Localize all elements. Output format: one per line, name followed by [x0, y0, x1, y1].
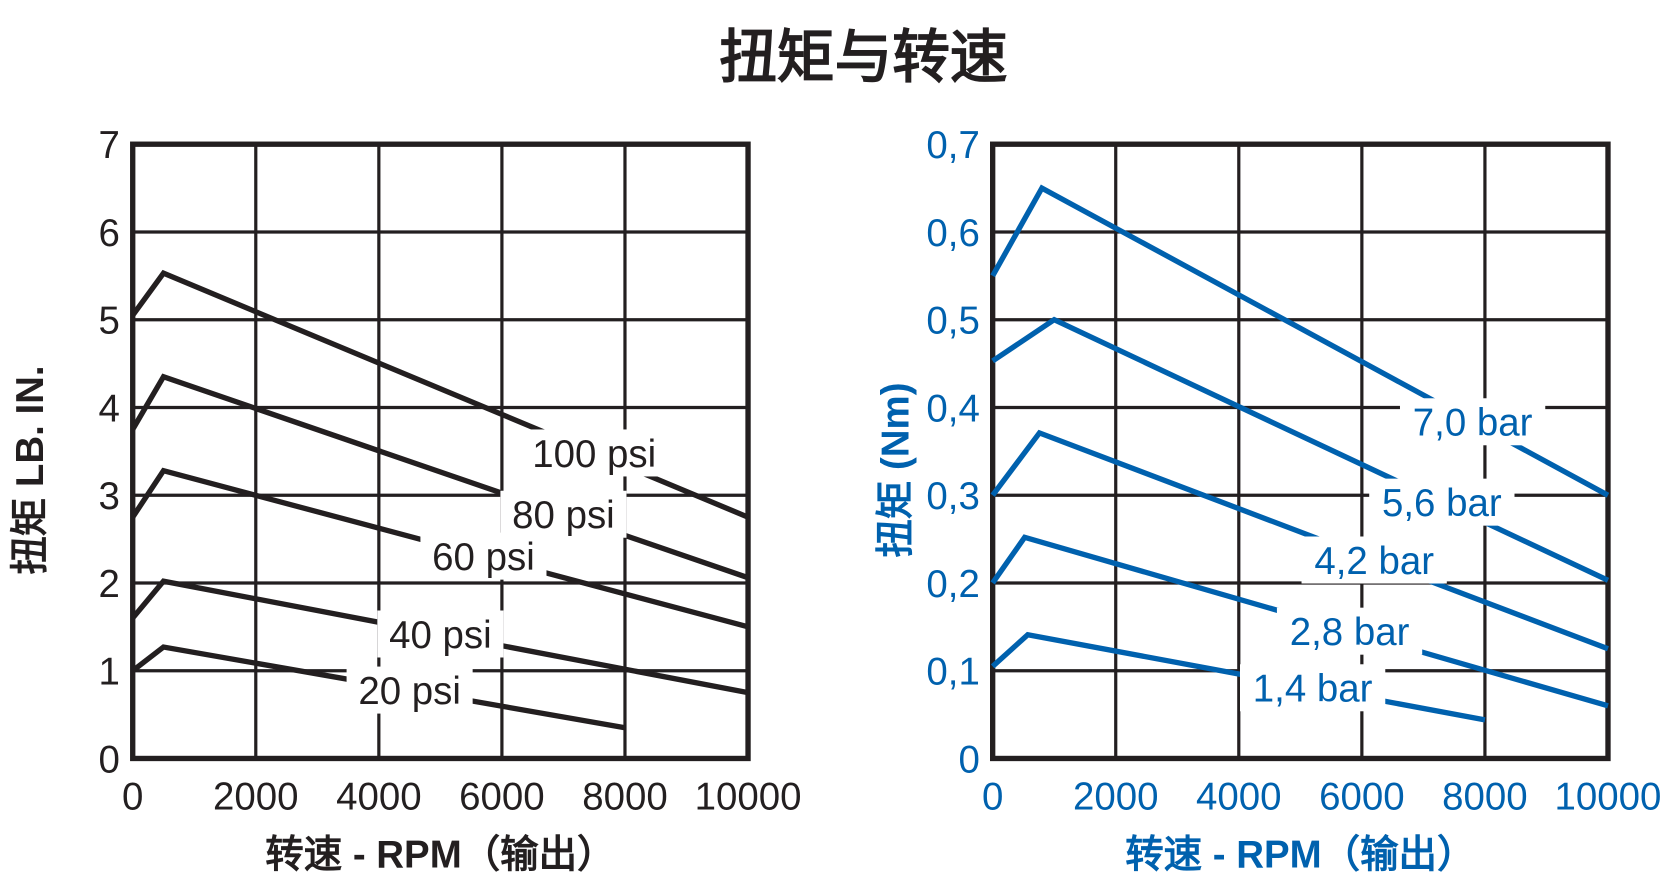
y-tick-label: 0,4 [926, 387, 979, 430]
y-tick-label: 0,2 [926, 563, 979, 606]
x-axis-label: 转速 - RPM（输出） [1125, 833, 1475, 876]
series-label-background [1301, 536, 1447, 584]
x-tick-label: 10000 [1555, 776, 1662, 819]
y-axis-label: 扭矩 (Nm) [874, 382, 917, 557]
series-line-40-psi [130, 578, 749, 696]
x-tick-label: 6000 [459, 776, 545, 819]
series-label-background [1276, 607, 1423, 655]
y-tick-label: 0,1 [926, 651, 979, 694]
y-axis-label: 扭矩 LB. IN. [9, 365, 52, 574]
y-tick-label: 0,7 [926, 124, 979, 167]
x-tick-label: 4000 [1196, 776, 1282, 819]
y-tick-label: 0,3 [926, 475, 979, 518]
series-label: 40 psi [389, 614, 492, 657]
plot-frame [990, 141, 1611, 762]
x-tick-label: 0 [122, 776, 143, 819]
y-tick-label: 0,6 [926, 212, 979, 255]
series-label: 4,2 bar [1314, 540, 1434, 583]
x-tick-label: 6000 [1319, 776, 1405, 819]
series-label: 1,4 bar [1253, 668, 1373, 711]
series-line-7-0-bar [990, 184, 1610, 498]
y-tick-label: 0 [99, 738, 120, 781]
series-label: 80 psi [512, 494, 615, 537]
y-tick-label: 1 [99, 651, 120, 694]
y-tick-label: 2 [99, 563, 120, 606]
y-tick-label: 4 [99, 387, 120, 430]
series-label-background [377, 610, 504, 658]
y-tick-label: 0 [958, 738, 979, 781]
series-label-background [1239, 664, 1386, 712]
series-label-background [420, 532, 547, 580]
left-chart-imperial: 0 2000 4000 6000 8000 10000 0 1 2 3 4 5 6 7 转速 - RPM（输… [9, 124, 801, 876]
series-label: 2,8 bar [1290, 611, 1410, 654]
x-axis-label: 转速 - RPM（输出） [265, 833, 615, 876]
series-label: 5,6 bar [1382, 482, 1502, 525]
x-tick-label: 8000 [1442, 776, 1528, 819]
x-tick-label: 4000 [336, 776, 422, 819]
series-label: 20 psi [358, 670, 461, 713]
y-tick-label: 5 [99, 300, 120, 343]
y-tick-label: 6 [99, 212, 120, 255]
right-chart-metric: 0 2000 4000 6000 8000 10000 0 0,1 0,2 0,3 0,4 0,5 0,… [874, 124, 1661, 876]
series-label: 100 psi [532, 433, 656, 476]
series-label: 60 psi [432, 536, 535, 579]
x-tick-label: 0 [982, 776, 1003, 819]
x-tick-label: 8000 [582, 776, 668, 819]
x-tick-label: 2000 [213, 776, 299, 819]
series-label-background [1369, 478, 1515, 526]
x-tick-label: 10000 [695, 776, 802, 819]
series-label-background [500, 490, 627, 538]
series-line-60-psi [130, 467, 749, 630]
series-label-background [521, 429, 667, 477]
plot-frame [130, 141, 751, 762]
y-tick-label: 3 [99, 475, 120, 518]
chart-title: 扭矩与转速 [719, 26, 1007, 90]
y-tick-label: 7 [99, 124, 120, 167]
x-tick-label: 2000 [1073, 776, 1159, 819]
y-tick-label: 0,5 [926, 300, 979, 343]
series-label-background [346, 666, 473, 714]
series-label-background [1399, 398, 1546, 446]
series-label: 7,0 bar [1413, 402, 1533, 445]
